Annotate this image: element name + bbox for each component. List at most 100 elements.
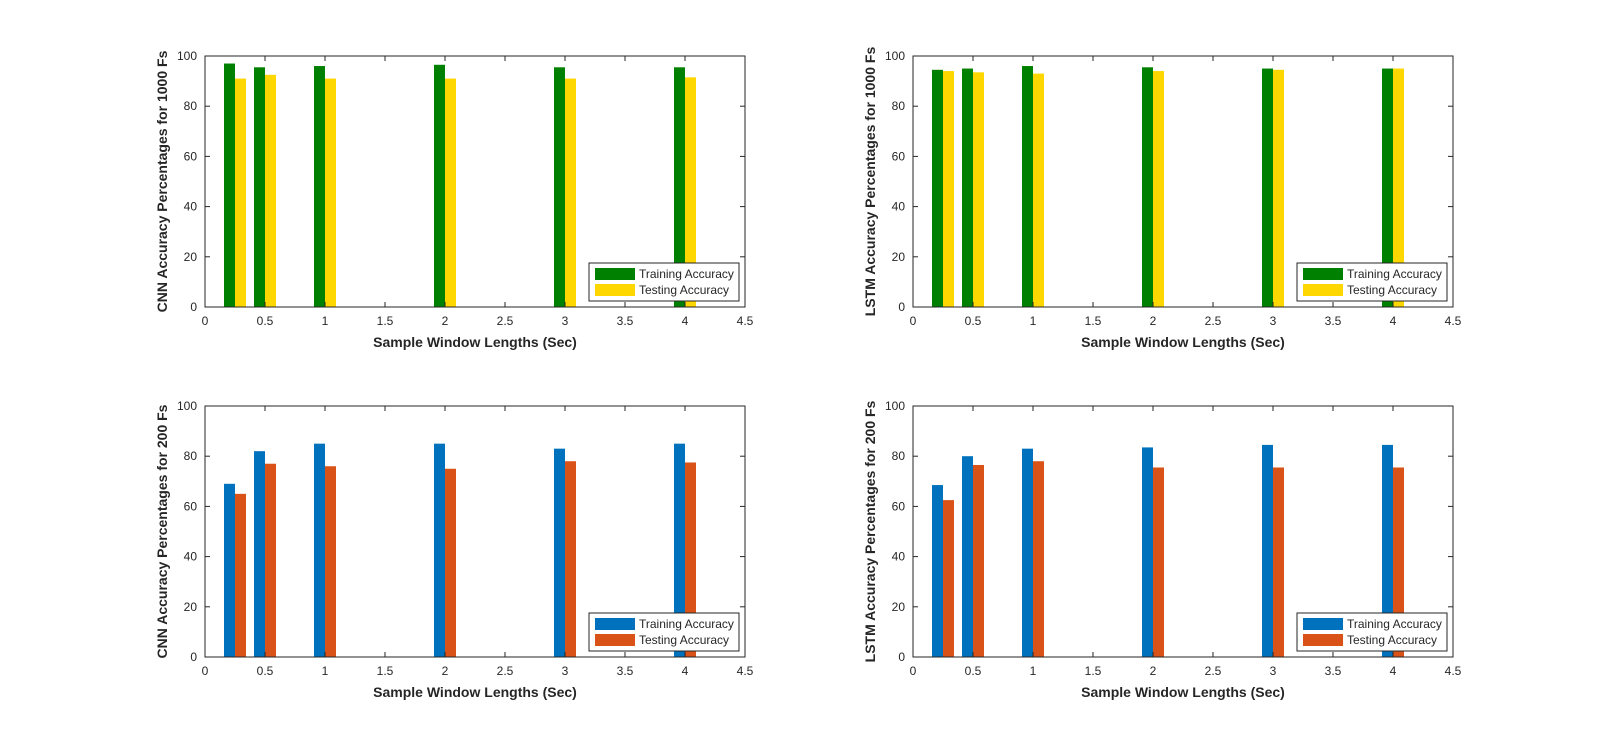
- bar-testing-4: [445, 78, 456, 307]
- bar-testing-4: [445, 468, 456, 657]
- y-tick-label: 20: [184, 600, 198, 614]
- x-tick-label: 4: [682, 314, 689, 328]
- bar-testing-4: [1153, 71, 1164, 307]
- bar-testing-1: [235, 493, 246, 657]
- y-tick-label: 60: [892, 149, 906, 163]
- bar-testing-2: [265, 463, 276, 657]
- bar-training-3: [314, 66, 325, 307]
- bar-training-2: [254, 451, 265, 657]
- x-axis-title: Sample Window Lengths (Sec): [373, 684, 577, 700]
- bar-testing-3: [1033, 461, 1044, 657]
- x-tick-label: 1.5: [377, 314, 394, 328]
- y-axis-title: LSTM Accuracy Percentages for 200 Fs: [862, 400, 878, 662]
- bar-training-5: [1262, 68, 1273, 307]
- x-tick-label: 0: [202, 314, 209, 328]
- y-tick-label: 100: [177, 49, 197, 63]
- y-axis-title: CNN Accuracy Percentages for 200 Fs: [154, 404, 170, 658]
- y-tick-label: 100: [885, 399, 905, 413]
- y-tick-label: 20: [184, 250, 198, 264]
- bar-training-2: [962, 456, 973, 657]
- bar-training-6: [674, 67, 685, 307]
- bar-training-3: [1022, 66, 1033, 307]
- bar-testing-2: [973, 464, 984, 657]
- bar-testing-1: [943, 71, 954, 307]
- x-tick-label: 3: [562, 664, 569, 678]
- bar-training-1: [224, 63, 235, 307]
- y-tick-label: 100: [177, 399, 197, 413]
- axes-box: [912, 405, 1454, 658]
- legend-label-testing: Testing Accuracy: [1347, 283, 1437, 297]
- bar-testing-2: [265, 74, 276, 307]
- bar-training-2: [254, 67, 265, 307]
- y-tick-label: 40: [892, 200, 906, 214]
- chart-3: 0 0.5 1 1.5 2 2.5 3 3.5 4 4.5 0 20 40 60 80 100 Sample W…: [154, 399, 754, 700]
- x-tick-label: 1: [322, 664, 329, 678]
- x-tick-label: 0.5: [965, 314, 982, 328]
- axes-box: [204, 405, 746, 658]
- y-tick-label: 60: [184, 149, 198, 163]
- axes-box: [204, 55, 746, 308]
- x-tick-label: 2.5: [497, 314, 514, 328]
- x-tick-label: 2.5: [1205, 664, 1222, 678]
- bar-testing-3: [325, 466, 336, 657]
- bar-testing-4: [1153, 467, 1164, 657]
- x-tick-label: 2: [1150, 664, 1157, 678]
- x-tick-label: 4.5: [1445, 664, 1462, 678]
- x-tick-label: 1.5: [1085, 664, 1102, 678]
- bar-testing-5: [565, 78, 576, 307]
- y-axis-title: LSTM Accuracy Percentages for 1000 Fs: [862, 47, 878, 317]
- bar-testing-6: [685, 77, 696, 308]
- bar-testing-2: [973, 72, 984, 307]
- legend: Training Accuracy Testing Accuracy: [1296, 262, 1448, 302]
- x-tick-label: 0.5: [257, 314, 274, 328]
- x-tick-label: 4.5: [737, 664, 754, 678]
- x-tick-label: 0: [910, 664, 917, 678]
- bar-training-6: [1382, 444, 1393, 657]
- legend-label-testing: Testing Accuracy: [1347, 633, 1437, 647]
- y-tick-label: 40: [184, 200, 198, 214]
- y-tick-label: 60: [892, 499, 906, 513]
- x-tick-label: 1: [1030, 314, 1037, 328]
- bar-testing-6: [1393, 68, 1404, 307]
- bar-training-1: [932, 69, 943, 308]
- legend-swatch-training: [1303, 618, 1343, 630]
- chart-2: 0 0.5 1 1.5 2 2.5 3 3.5 4 4.5 0 20 40 60 80 100 Sample W…: [862, 47, 1462, 350]
- y-tick-label: 0: [190, 650, 197, 664]
- x-tick-label: 1: [1030, 664, 1037, 678]
- bar-training-5: [554, 448, 565, 657]
- y-tick-label: 0: [190, 300, 197, 314]
- y-tick-label: 80: [184, 99, 198, 113]
- x-tick-label: 1.5: [377, 664, 394, 678]
- y-tick-label: 80: [184, 449, 198, 463]
- legend-swatch-testing: [1303, 284, 1343, 296]
- x-tick-label: 1: [322, 314, 329, 328]
- bar-training-4: [1142, 67, 1153, 307]
- bar-testing-3: [1033, 73, 1044, 307]
- axes-box: [912, 55, 1454, 308]
- bar-testing-3: [325, 78, 336, 307]
- bar-training-5: [554, 67, 565, 307]
- legend: Training Accuracy Testing Accuracy: [588, 612, 740, 652]
- x-tick-label: 4.5: [737, 314, 754, 328]
- bar-training-6: [1382, 68, 1393, 307]
- legend-label-training: Training Accuracy: [1347, 267, 1442, 281]
- legend-swatch-training: [595, 618, 635, 630]
- y-tick-label: 0: [898, 300, 905, 314]
- bar-testing-5: [565, 461, 576, 657]
- bar-training-4: [434, 64, 445, 307]
- bar-training-5: [1262, 444, 1273, 657]
- bar-training-4: [434, 443, 445, 657]
- x-tick-label: 2: [1150, 314, 1157, 328]
- legend-label-training: Training Accuracy: [639, 267, 734, 281]
- x-axis-title: Sample Window Lengths (Sec): [1081, 334, 1285, 350]
- y-tick-label: 20: [892, 250, 906, 264]
- y-tick-label: 40: [184, 550, 198, 564]
- legend: Training Accuracy Testing Accuracy: [1296, 612, 1448, 652]
- x-axis-title: Sample Window Lengths (Sec): [1081, 684, 1285, 700]
- legend-swatch-testing: [1303, 634, 1343, 646]
- bar-testing-1: [943, 500, 954, 657]
- bar-testing-1: [235, 78, 246, 307]
- bar-training-3: [314, 443, 325, 657]
- bar-training-2: [962, 68, 973, 307]
- bar-training-6: [674, 443, 685, 657]
